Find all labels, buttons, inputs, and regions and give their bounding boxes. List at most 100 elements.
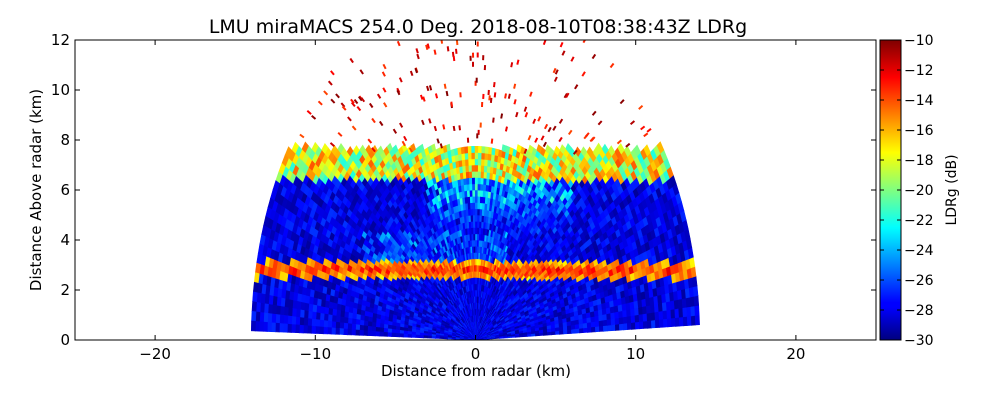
noise-speckle	[442, 124, 446, 130]
ldr-cell	[302, 325, 308, 334]
ldr-cell	[335, 321, 341, 329]
ldr-cell	[586, 321, 592, 328]
ldr-cell	[590, 326, 596, 333]
ldr-cell	[598, 319, 604, 327]
noise-speckle	[428, 85, 433, 91]
ldr-cell	[483, 152, 489, 161]
ldr-cell	[658, 318, 664, 328]
ldr-cell	[480, 171, 484, 179]
ldr-cell	[477, 177, 481, 185]
ldr-cell	[391, 328, 397, 334]
ldr-cell	[662, 309, 668, 320]
ldr-cell	[614, 317, 620, 325]
chart-title: LMU miraMACS 254.0 Deg. 2018-08-10T08:38…	[209, 16, 747, 38]
ldr-cell	[255, 262, 261, 275]
ldr-cell	[476, 195, 481, 204]
ldr-cell	[690, 266, 697, 278]
noise-speckle	[455, 40, 459, 46]
ldr-cell	[343, 317, 349, 324]
ldr-cell	[470, 158, 475, 166]
ldr-cell	[323, 326, 328, 335]
ldr-cell	[379, 331, 384, 337]
ldr-cell	[622, 309, 628, 318]
ldr-cell	[634, 314, 640, 323]
ldr-cell	[682, 315, 688, 327]
ldr-cell	[359, 324, 365, 331]
ldr-cell	[470, 152, 475, 160]
ldr-cell	[379, 327, 385, 333]
ldr-cell	[694, 304, 700, 316]
ldr-cell	[583, 327, 588, 333]
ldr-cell	[587, 326, 592, 333]
ldr-cell	[263, 312, 269, 323]
noise-speckle	[516, 59, 520, 65]
ldr-cell	[355, 319, 361, 326]
ldr-cell	[254, 321, 260, 332]
ldr-cell	[335, 327, 340, 335]
ldr-cell	[666, 317, 672, 328]
noise-speckle	[450, 101, 454, 107]
ldr-cell	[443, 336, 448, 340]
data-sectors	[250, 141, 700, 340]
ldr-cell	[347, 323, 353, 330]
ldr-cell	[642, 312, 648, 322]
ldr-cell	[383, 327, 389, 333]
ldr-cell	[319, 326, 324, 335]
ldr-cell	[262, 321, 268, 332]
ldr-cell	[367, 330, 372, 337]
ldr-cell	[294, 324, 300, 334]
ldr-cell	[287, 315, 293, 325]
ldr-cell	[371, 321, 377, 328]
noise-speckle	[443, 83, 447, 89]
noise-speckle	[513, 99, 517, 105]
ldr-cell	[355, 324, 361, 331]
noise-speckle	[493, 81, 496, 88]
ldr-cell	[303, 317, 309, 327]
ldr-cell	[351, 318, 357, 325]
ldr-cell	[274, 322, 280, 333]
ldr-cell	[253, 272, 260, 284]
ldr-cell	[383, 331, 388, 337]
ldr-cell	[299, 317, 305, 326]
ldr-cell	[602, 324, 608, 332]
ldr-cell	[319, 319, 325, 328]
noise-speckle	[426, 85, 430, 92]
ldr-cell	[598, 325, 604, 332]
ldr-cell	[431, 335, 436, 339]
ldr-cell	[476, 214, 480, 222]
ldr-cell	[622, 316, 628, 324]
ldr-cell	[415, 334, 420, 339]
ldr-cell	[359, 329, 364, 336]
ldr-cell	[480, 146, 486, 154]
ldr-cell	[501, 144, 507, 153]
ldr-cell	[480, 152, 485, 160]
noise-speckle	[434, 93, 439, 99]
ldr-cell	[307, 310, 313, 320]
ldr-cell	[691, 275, 698, 288]
ldr-cell	[656, 141, 665, 154]
ldr-cell	[638, 320, 644, 330]
noise-speckle	[504, 126, 508, 132]
ldr-cell	[290, 324, 296, 333]
ldr-cell	[258, 321, 264, 332]
ldr-cell	[323, 320, 329, 328]
ldr-cell	[335, 315, 341, 323]
ldr-cell	[642, 320, 648, 329]
ldr-cell	[371, 326, 377, 332]
ldr-cell	[252, 281, 259, 294]
ldr-cell	[339, 328, 344, 335]
ldr-cell	[252, 291, 258, 303]
ldr-cell	[467, 146, 472, 154]
ldr-cell	[693, 295, 700, 307]
noise-speckle	[452, 125, 456, 132]
noise-speckle	[433, 49, 437, 55]
ldr-cell	[375, 326, 381, 333]
ldr-cell	[614, 323, 620, 331]
ldr-cell	[630, 314, 636, 323]
ldr-cell	[686, 315, 692, 326]
noise-speckle	[490, 138, 494, 144]
ldr-cell	[427, 335, 432, 339]
ldr-cell	[307, 318, 313, 327]
ldr-cell	[286, 323, 292, 333]
ldr-cell	[474, 164, 479, 172]
